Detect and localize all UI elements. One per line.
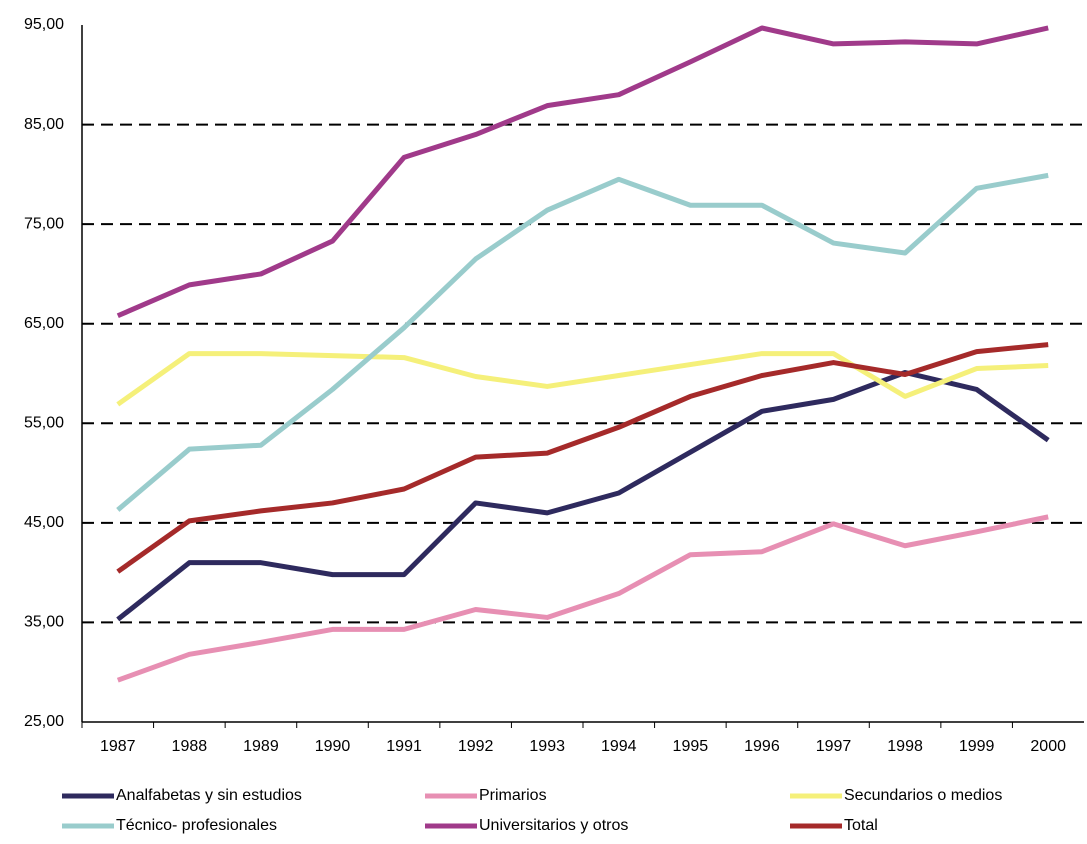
series-line [116, 370, 1050, 622]
y-tick-label: 25,00 [24, 713, 64, 730]
series-line [116, 342, 1049, 574]
x-tick-label: 1999 [959, 738, 995, 755]
series-line [116, 351, 1049, 407]
y-tick-label: 65,00 [24, 315, 64, 332]
x-tick-label: 1997 [816, 738, 852, 755]
x-tick-label: 1996 [744, 738, 780, 755]
x-tick-label: 1995 [673, 738, 709, 755]
x-tick-label: 1992 [458, 738, 494, 755]
y-tick-label: 85,00 [24, 116, 64, 133]
legend-label: Secundarios o medios [844, 787, 1002, 804]
y-tick-label: 55,00 [24, 415, 64, 432]
y-tick-label: 35,00 [24, 614, 64, 631]
x-tick-label: 1993 [529, 738, 565, 755]
y-tick-label: 95,00 [24, 16, 64, 33]
x-tick-label: 1991 [386, 738, 422, 755]
legend-label: Analfabetas y sin estudios [116, 787, 302, 804]
series-line [116, 514, 1049, 683]
x-tick-label: 1990 [315, 738, 351, 755]
x-tick-label: 1987 [100, 738, 136, 755]
series-line [116, 172, 1049, 512]
x-tick-label: 1989 [243, 738, 279, 755]
legend-label: Técnico- profesionales [116, 817, 277, 834]
legend-label: Universitarios y otros [479, 817, 628, 834]
x-tick-label: 1988 [172, 738, 208, 755]
x-tick-label: 1994 [601, 738, 637, 755]
legend-label: Total [844, 817, 878, 834]
y-tick-label: 45,00 [24, 514, 64, 531]
series-line [116, 25, 1049, 319]
y-tick-label: 75,00 [24, 215, 64, 232]
x-tick-label: 1998 [887, 738, 923, 755]
legend-label: Primarios [479, 787, 547, 804]
x-tick-label: 2000 [1030, 738, 1066, 755]
